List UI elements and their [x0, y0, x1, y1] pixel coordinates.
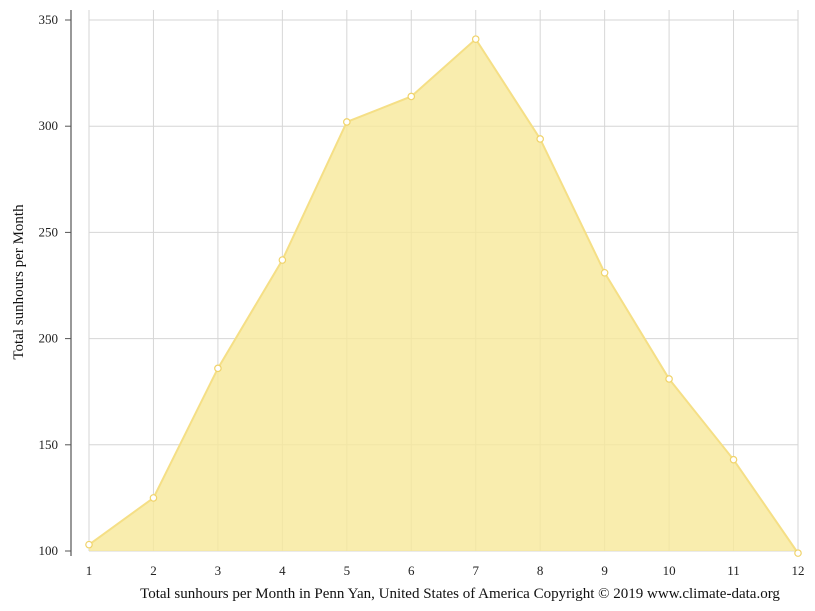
- axes: [65, 10, 72, 556]
- y-tick-label: 250: [39, 224, 59, 239]
- data-point: [85, 540, 93, 549]
- y-tick-label: 350: [39, 12, 59, 27]
- x-tick-label: 10: [663, 563, 676, 578]
- area-fill: [89, 39, 798, 554]
- data-point: [729, 455, 738, 464]
- y-tick-label: 100: [39, 543, 59, 558]
- series-line: [88, 37, 799, 554]
- x-tick-label: 8: [537, 563, 544, 578]
- x-tick-label: 1: [86, 563, 93, 578]
- x-tick-label: 4: [279, 563, 286, 578]
- y-axis-title: Total sunhours per Month: [11, 204, 27, 360]
- x-tick-label: 6: [408, 563, 415, 578]
- x-tick-label: 3: [215, 563, 222, 578]
- data-point: [149, 494, 158, 502]
- data-markers: [85, 35, 802, 557]
- data-point: [407, 92, 416, 101]
- y-tick-label: 300: [39, 118, 59, 133]
- data-point: [600, 268, 609, 277]
- y-tick-label: 200: [39, 331, 59, 346]
- x-tick-label: 9: [601, 563, 608, 578]
- x-tick-label: 2: [150, 563, 157, 578]
- plot-area: [88, 37, 799, 554]
- data-point: [665, 375, 673, 383]
- data-point: [471, 35, 480, 43]
- data-point: [343, 118, 351, 126]
- data-point: [794, 549, 802, 557]
- x-tick-label: 5: [344, 563, 351, 578]
- data-point: [536, 135, 544, 143]
- x-axis-title: Total sunhours per Month in Penn Yan, Un…: [140, 586, 780, 602]
- x-tick-label: 12: [792, 563, 805, 578]
- data-point: [214, 364, 222, 373]
- x-tick-label: 11: [727, 563, 740, 578]
- y-tick-label: 150: [39, 437, 59, 452]
- data-point: [278, 256, 287, 264]
- x-tick-label: 7: [472, 563, 479, 578]
